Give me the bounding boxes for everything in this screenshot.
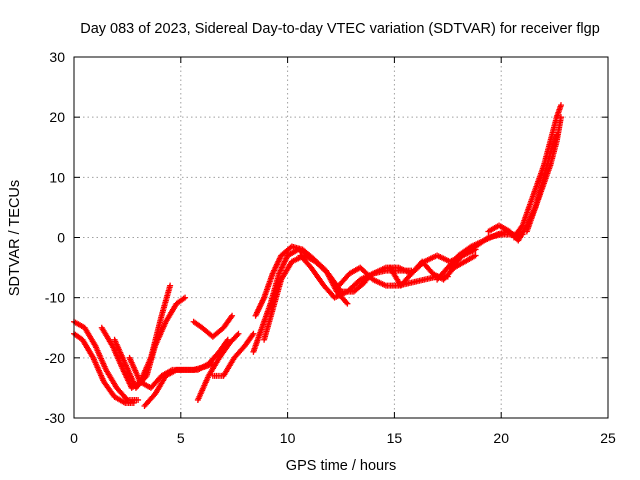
series-arc-1 [71,318,142,403]
series-layer [71,102,565,409]
data-point-marker [235,330,242,337]
series-arc-21 [523,114,565,235]
data-point-marker [558,114,565,121]
y-tick-label: 20 [49,109,65,125]
x-tick-label: 0 [70,430,78,446]
data-point-marker [135,396,142,403]
data-point-marker [344,300,351,307]
data-point-marker [472,252,479,259]
data-point-marker [229,312,236,319]
x-tick-label: 10 [280,430,296,446]
data-point-marker [250,330,257,337]
y-axis-label: SDTVAR / TECUs [7,180,23,296]
x-tick-label: 25 [600,430,616,446]
data-point-marker [234,332,241,339]
data-point-marker [123,395,130,402]
x-tick-label: 20 [493,430,509,446]
data-point-marker [558,102,565,109]
data-point-marker [167,282,174,289]
series-arc-20 [511,102,565,241]
x-axis-label: GPS time / hours [286,458,396,474]
series-arc-10 [250,246,312,355]
y-tick-label: 10 [49,169,65,185]
x-tick-label: 15 [387,430,403,446]
chart-title: Day 083 of 2023, Sidereal Day-to-day VTE… [80,21,600,37]
data-point-marker [228,314,235,321]
y-tick-label: -20 [45,350,65,366]
data-point-marker [142,374,149,381]
data-point-marker [182,294,189,301]
data-point-marker [130,399,137,406]
series-arc-7 [190,312,236,340]
grid [74,57,608,418]
y-tick-label: -10 [45,290,65,306]
series-arc-16 [387,252,479,289]
series-arc-2 [71,330,137,406]
series-arc-9 [209,330,257,379]
series-arc-6 [141,336,231,409]
series-arc-8 [194,330,242,403]
y-tick-label: 0 [57,230,65,246]
data-point-marker [343,299,350,306]
series-arc-4 [111,294,189,391]
y-tick-label: 30 [49,49,65,65]
data-point-marker [249,332,256,339]
x-tick-label: 5 [177,430,185,446]
axis-ticks: 0 5 10 15 20 25 -30 -20 -10 0 10 20 30 [45,49,616,446]
y-tick-label: -30 [45,410,65,426]
